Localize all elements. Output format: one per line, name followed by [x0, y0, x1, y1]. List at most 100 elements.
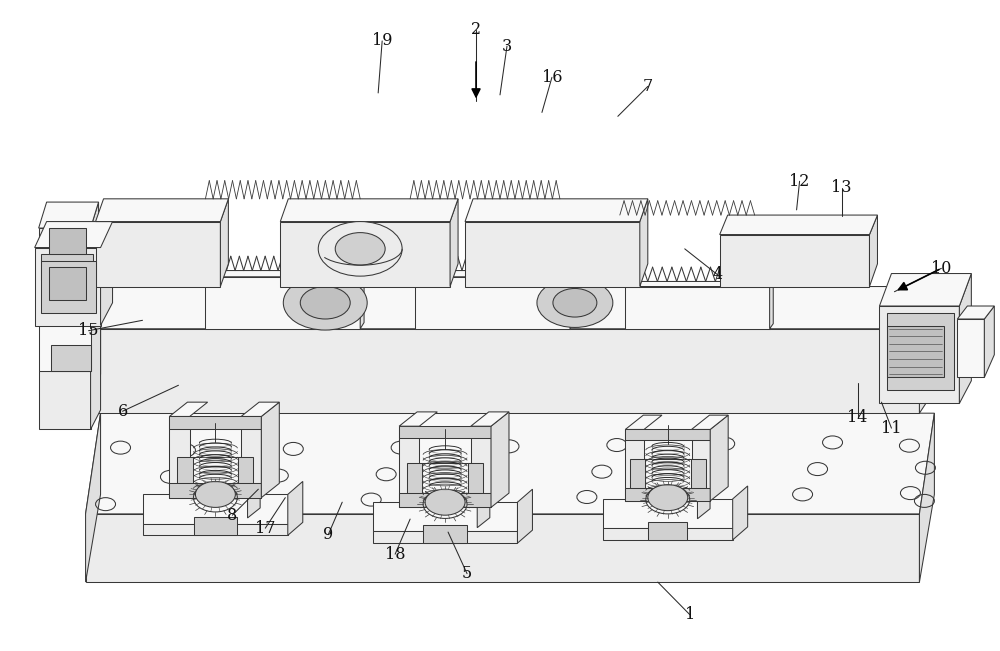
Polygon shape [630, 459, 706, 494]
Polygon shape [280, 199, 458, 221]
Polygon shape [86, 413, 934, 514]
Polygon shape [450, 199, 458, 286]
Polygon shape [692, 415, 728, 430]
Polygon shape [407, 464, 483, 499]
Text: 18: 18 [385, 546, 405, 562]
Polygon shape [205, 271, 364, 277]
Polygon shape [697, 491, 710, 519]
Polygon shape [96, 221, 220, 286]
Polygon shape [169, 402, 208, 417]
Polygon shape [471, 426, 491, 507]
Text: 8: 8 [227, 506, 237, 523]
Polygon shape [720, 215, 877, 234]
Polygon shape [413, 507, 477, 528]
Polygon shape [879, 273, 971, 306]
Circle shape [318, 221, 402, 276]
Polygon shape [86, 413, 101, 582]
Polygon shape [984, 306, 994, 378]
Polygon shape [194, 517, 237, 535]
Polygon shape [399, 426, 491, 438]
Polygon shape [733, 486, 748, 540]
Polygon shape [86, 286, 934, 329]
Polygon shape [691, 459, 706, 494]
Polygon shape [887, 312, 954, 391]
Polygon shape [879, 306, 959, 404]
Polygon shape [169, 483, 261, 497]
Polygon shape [49, 267, 86, 299]
Polygon shape [51, 345, 91, 371]
Polygon shape [465, 199, 648, 221]
Text: 9: 9 [323, 526, 333, 543]
Polygon shape [177, 457, 253, 492]
Polygon shape [280, 221, 450, 286]
Text: 10: 10 [931, 260, 952, 277]
Polygon shape [648, 521, 687, 540]
Polygon shape [625, 430, 644, 501]
Text: 17: 17 [255, 519, 276, 536]
Polygon shape [373, 502, 517, 531]
Polygon shape [423, 525, 467, 543]
Polygon shape [39, 202, 99, 228]
Polygon shape [465, 221, 640, 286]
Text: 7: 7 [643, 78, 653, 95]
Polygon shape [101, 221, 113, 326]
Polygon shape [360, 271, 364, 329]
Polygon shape [248, 488, 260, 518]
Polygon shape [415, 277, 570, 329]
Text: 11: 11 [881, 420, 902, 437]
Polygon shape [630, 459, 645, 494]
Polygon shape [959, 273, 971, 404]
Polygon shape [183, 497, 248, 518]
Text: 5: 5 [462, 565, 472, 582]
Circle shape [425, 489, 465, 515]
Text: 6: 6 [117, 403, 128, 420]
Text: 13: 13 [831, 179, 852, 197]
Polygon shape [220, 199, 228, 286]
Polygon shape [471, 412, 509, 426]
Polygon shape [241, 402, 279, 417]
Polygon shape [407, 464, 422, 499]
Polygon shape [468, 464, 483, 499]
Polygon shape [143, 523, 288, 535]
Text: 15: 15 [78, 322, 99, 339]
Polygon shape [35, 221, 113, 247]
Circle shape [648, 484, 688, 510]
Text: 3: 3 [502, 38, 512, 55]
Polygon shape [710, 415, 728, 501]
Polygon shape [399, 426, 419, 507]
Polygon shape [86, 286, 101, 413]
Polygon shape [91, 286, 101, 430]
Polygon shape [399, 412, 437, 426]
Polygon shape [625, 488, 710, 501]
Text: 19: 19 [372, 33, 392, 49]
Polygon shape [720, 234, 869, 286]
Polygon shape [491, 412, 509, 507]
Polygon shape [143, 494, 288, 523]
Polygon shape [86, 514, 919, 582]
Polygon shape [96, 199, 228, 221]
Polygon shape [39, 371, 91, 430]
Circle shape [537, 278, 613, 327]
Circle shape [300, 286, 350, 319]
Polygon shape [887, 326, 944, 378]
Polygon shape [41, 254, 93, 280]
Polygon shape [41, 260, 96, 312]
Polygon shape [35, 247, 101, 326]
Polygon shape [91, 202, 99, 286]
Polygon shape [625, 281, 773, 286]
Polygon shape [638, 501, 697, 519]
Polygon shape [603, 528, 733, 540]
Text: 4: 4 [713, 266, 723, 283]
Polygon shape [625, 430, 710, 440]
Polygon shape [957, 319, 984, 378]
Polygon shape [49, 228, 86, 254]
Polygon shape [169, 417, 190, 497]
Polygon shape [919, 413, 934, 582]
Circle shape [335, 232, 385, 265]
Polygon shape [39, 293, 91, 371]
Polygon shape [177, 457, 193, 492]
Polygon shape [603, 499, 733, 528]
Polygon shape [205, 277, 360, 329]
Polygon shape [238, 457, 253, 492]
Text: 16: 16 [542, 69, 562, 86]
